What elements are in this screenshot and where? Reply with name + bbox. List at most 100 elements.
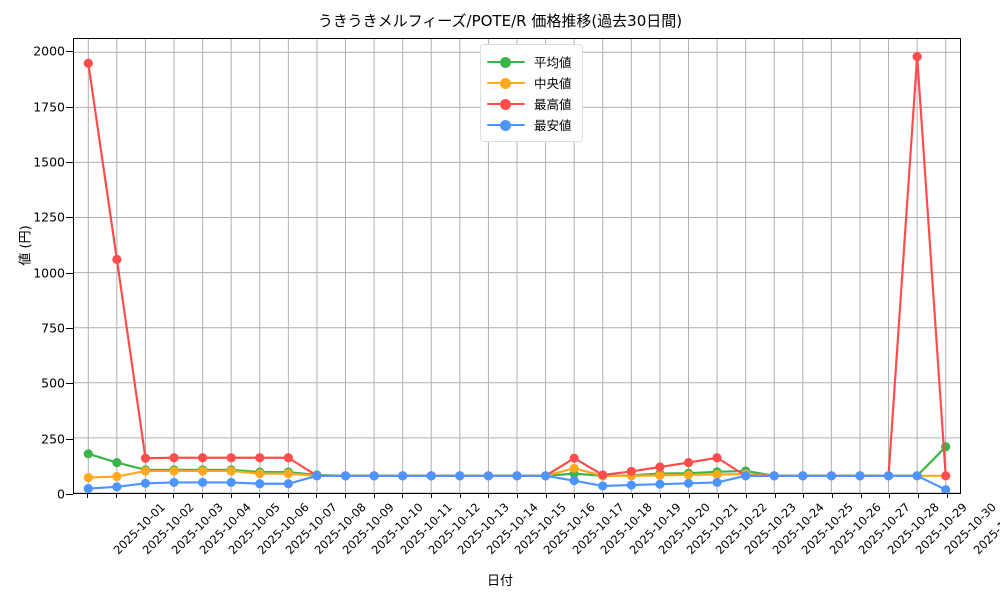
y-axis-label: 値 (円) — [18, 225, 34, 266]
data-point — [140, 453, 151, 463]
y-axis-tick-mark — [66, 438, 73, 440]
x-axis-label: 日付 — [486, 574, 513, 589]
x-axis-tick-mark — [717, 494, 719, 498]
data-point — [569, 453, 579, 463]
y-axis-tick-mark — [66, 494, 73, 495]
x-axis-tick-mark — [259, 494, 261, 498]
y-axis-tick: 2000 — [33, 43, 65, 59]
data-point — [369, 471, 379, 481]
data-point — [312, 471, 322, 481]
data-point — [941, 485, 951, 493]
legend-label: 中央値 — [534, 76, 572, 91]
data-point — [712, 469, 722, 480]
y-axis-tick: 1000 — [33, 265, 65, 281]
x-axis-tick-mark — [832, 494, 834, 498]
data-series-layer — [83, 52, 951, 493]
y-axis-tick-mark — [66, 161, 73, 163]
data-point — [855, 471, 865, 481]
x-axis-tick-mark — [316, 494, 318, 498]
y-axis-tick: 1250 — [33, 209, 65, 225]
y-axis-tick-mark — [66, 217, 73, 219]
data-point — [683, 478, 694, 488]
x-axis-tick-mark — [345, 494, 347, 498]
x-axis-tick-mark — [746, 494, 748, 498]
data-point — [626, 466, 636, 476]
legend-marker-icon — [487, 98, 525, 110]
y-axis-tick-mark — [66, 327, 73, 329]
y-axis-tick: 1750 — [33, 99, 65, 115]
x-axis-tick-mark — [574, 494, 576, 498]
y-axis-tick-mark — [66, 106, 73, 108]
data-point — [340, 471, 351, 481]
data-point — [569, 463, 579, 473]
data-point — [83, 58, 93, 68]
data-point — [255, 479, 265, 489]
x-axis-tick-mark — [287, 494, 289, 498]
data-point — [198, 477, 208, 488]
data-point — [112, 471, 122, 482]
y-axis-tick: 250 — [41, 431, 65, 447]
data-point — [169, 453, 179, 463]
x-axis-tick-mark — [488, 494, 490, 498]
data-point — [598, 481, 608, 491]
data-point — [798, 471, 808, 481]
data-point — [569, 476, 579, 486]
legend-item[interactable]: 最安値 — [487, 114, 572, 135]
data-point — [112, 254, 122, 264]
y-axis-tick: 1500 — [33, 154, 65, 170]
x-axis-tick-mark — [201, 494, 203, 498]
x-axis-tick-mark — [602, 494, 604, 498]
data-point — [169, 477, 179, 488]
data-point — [912, 471, 922, 481]
y-axis-tick-mark — [66, 272, 73, 274]
data-point — [483, 471, 494, 481]
data-point — [255, 453, 265, 463]
x-axis-tick-mark — [115, 494, 117, 498]
data-point — [283, 469, 293, 479]
x-axis-tick-mark — [230, 494, 232, 498]
data-point — [826, 471, 836, 481]
data-point — [683, 458, 694, 468]
data-point — [626, 480, 636, 490]
data-point — [712, 477, 722, 488]
data-point — [741, 471, 751, 481]
data-point — [226, 453, 236, 463]
data-point — [140, 478, 151, 488]
data-point — [883, 471, 894, 481]
data-point — [283, 453, 293, 463]
x-axis-tick-mark — [373, 494, 375, 498]
y-axis-tick: 500 — [41, 375, 65, 391]
x-axis-tick-mark — [660, 494, 662, 498]
legend-label: 最安値 — [534, 118, 572, 133]
legend-item[interactable]: 最高値 — [487, 93, 572, 114]
data-point — [83, 484, 93, 493]
legend-item[interactable]: 中央値 — [487, 72, 572, 93]
data-point — [255, 469, 265, 479]
data-point — [769, 471, 779, 481]
x-axis-tick-mark — [688, 494, 690, 498]
data-point — [112, 458, 122, 468]
y-axis-tick: 0 — [57, 486, 65, 502]
data-point — [169, 466, 179, 476]
data-point — [655, 462, 665, 472]
data-point — [198, 453, 208, 463]
x-axis-tick-mark — [144, 494, 146, 498]
data-point — [226, 477, 236, 488]
x-axis-tick-mark — [87, 494, 89, 498]
x-axis-tick-mark — [803, 494, 805, 498]
x-axis-tick-mark — [774, 494, 776, 498]
legend-marker-icon — [487, 119, 525, 131]
x-axis-tick-mark — [918, 494, 920, 498]
data-point — [140, 466, 151, 476]
data-point — [655, 479, 665, 489]
data-point — [598, 470, 608, 480]
legend-label: 平均値 — [534, 55, 572, 70]
data-point — [226, 466, 236, 476]
legend-item[interactable]: 平均値 — [487, 51, 572, 72]
data-point — [83, 449, 93, 459]
data-point — [398, 471, 408, 481]
data-point — [112, 482, 122, 492]
chart-title: うきうきメルフィーズ/POTE/R 価格推移(過去30日間) — [317, 12, 683, 30]
data-point — [283, 479, 293, 489]
